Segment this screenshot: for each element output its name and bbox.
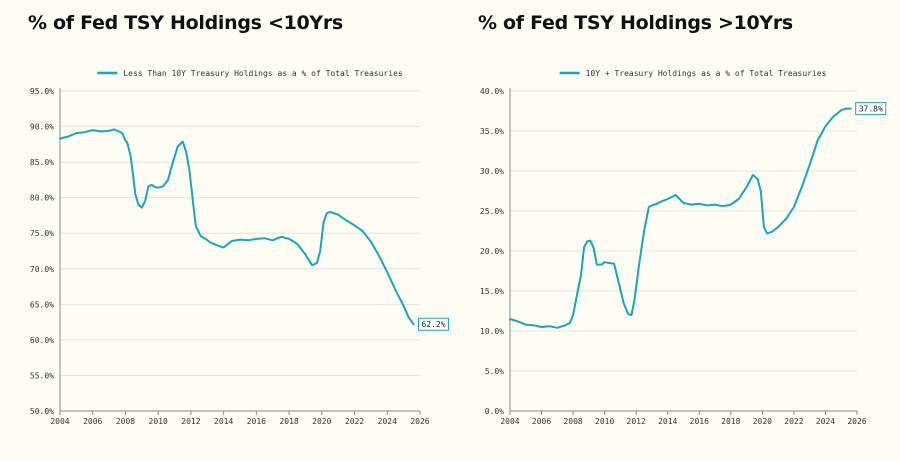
left-chart-panel: % of Fed TSY Holdings <10Yrs 50.0% 55.0% 6… [28, 12, 450, 426]
left-chart: 50.0% 55.0% 60.0% 65.0% 70.0% 75.0% 80.0% 85.0%… [30, 69, 450, 426]
y-tick-label: 55.0% [30, 371, 54, 380]
y-tick-label: 35.0% [480, 127, 504, 136]
x-tick-label: 2022 [784, 417, 803, 426]
x-tick-label: 2024 [816, 417, 835, 426]
x-tick-label: 2016 [690, 417, 709, 426]
x-tick-label: 2008 [116, 417, 135, 426]
x-tick-label: 2006 [83, 417, 102, 426]
end-value-box [417, 317, 450, 331]
x-tick-label: 2022 [345, 417, 364, 426]
right-chart-title: % of Fed TSY Holdings >10Yrs [478, 12, 793, 34]
series-line [59, 128, 415, 326]
x-tick-label: 2026 [847, 417, 866, 426]
end-value-box [855, 102, 887, 116]
y-tick-label: 50.0% [30, 407, 54, 416]
x-tick-label: 2014 [214, 417, 233, 426]
y-tick-label: 10.0% [480, 327, 504, 336]
y-tick-label: 80.0% [30, 194, 54, 203]
x-tick-label: 2012 [181, 417, 200, 426]
y-tick-label: 70.0% [30, 265, 54, 274]
x-tick-label: 2016 [247, 417, 266, 426]
x-tick-label: 2018 [279, 417, 298, 426]
x-tick-label: 2020 [312, 417, 331, 426]
legend-label: 10Y + Treasury Holdings as a % of Total … [586, 69, 827, 78]
x-tick-label: 2020 [753, 417, 772, 426]
y-tick-label: 5.0% [485, 367, 504, 376]
y-tick-label: 60.0% [30, 336, 54, 345]
end-value-label: 37.8% [859, 105, 883, 114]
end-value-label: 62.2% [421, 320, 445, 329]
y-tick-label: 85.0% [30, 158, 54, 167]
series-line [509, 107, 852, 329]
x-tick-label: 2010 [595, 417, 614, 426]
y-tick-label: 95.0% [30, 87, 54, 96]
x-tick-label: 2004 [50, 417, 69, 426]
y-tick-label: 30.0% [480, 167, 504, 176]
x-tick-label: 2006 [532, 417, 551, 426]
y-tick-label: 20.0% [480, 247, 504, 256]
right-chart-panel: % of Fed TSY Holdings >10Yrs 0.0% 5.0% 10.… [450, 0, 900, 461]
x-tick-label: 2012 [627, 417, 646, 426]
x-tick-label: 2024 [378, 417, 397, 426]
left-chart-title: % of Fed TSY Holdings <10Yrs [28, 12, 343, 34]
y-tick-label: 75.0% [30, 229, 54, 238]
x-tick-label: 2014 [658, 417, 677, 426]
y-tick-label: 90.0% [30, 123, 54, 132]
y-tick-label: 0.0% [485, 407, 504, 416]
x-tick-label: 2026 [410, 417, 429, 426]
y-tick-label: 65.0% [30, 300, 54, 309]
x-tick-label: 2008 [563, 417, 582, 426]
y-tick-label: 15.0% [480, 287, 504, 296]
right-chart: 0.0% 5.0% 10.0% 15.0% 20.0% 25.0% 30.0% 35.0% 40… [480, 69, 887, 426]
x-tick-label: 2010 [149, 417, 168, 426]
legend-label: Less Than 10Y Treasury Holdings as a % o… [123, 69, 403, 78]
x-tick-label: 2018 [721, 417, 740, 426]
y-tick-label: 40.0% [480, 87, 504, 96]
y-tick-label: 25.0% [480, 207, 504, 216]
x-tick-label: 2004 [500, 417, 519, 426]
